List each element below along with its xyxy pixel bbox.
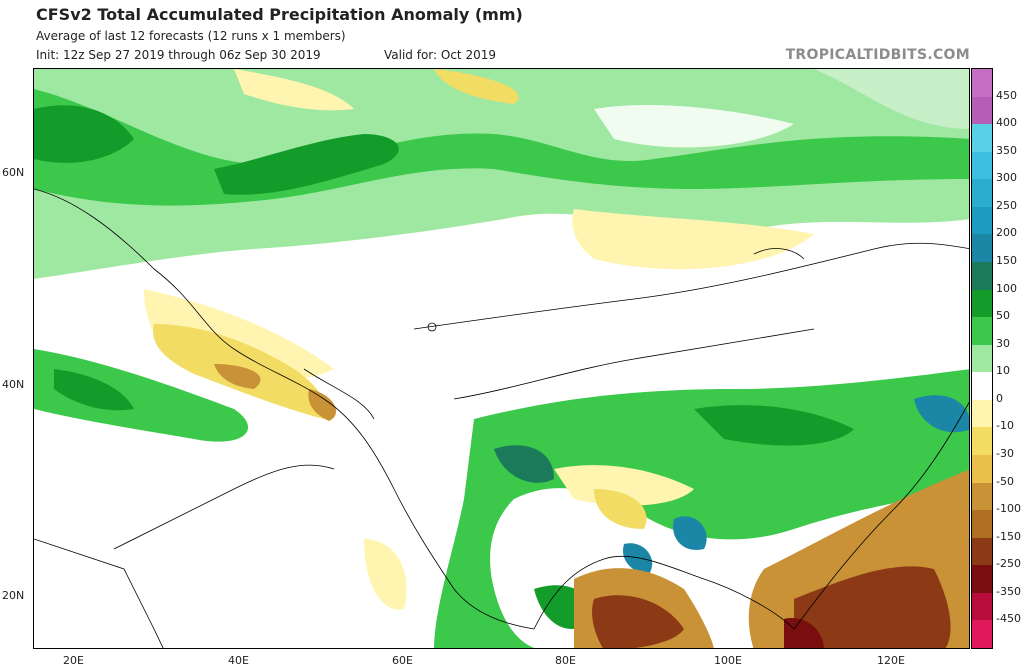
lon-label-120e: 120E [877,654,905,667]
colorbar-label: -50 [996,474,1014,488]
lon-label-40e: 40E [228,654,249,667]
precipitation-anomaly-map [33,68,970,649]
lon-label-100e: 100E [714,654,742,667]
init-time: Init: 12z Sep 27 2019 through 06z Sep 30… [36,48,321,62]
colorbar-segment [972,399,992,428]
colorbar-label: 10 [996,364,1010,378]
colorbar-label: 30 [996,336,1010,350]
colorbar-label: -100 [996,502,1021,516]
colorbar-label: 450 [996,88,1017,102]
colorbar-segment [972,124,992,153]
valid-period: Valid for: Oct 2019 [384,48,496,62]
colorbar-label: 50 [996,309,1010,323]
colorbar-label: -350 [996,584,1021,598]
colorbar-segment [972,317,992,346]
colorbar-label: 300 [996,171,1017,185]
lat-label-60n: 60N [2,166,25,179]
colorbar-segment [972,565,992,594]
map-canvas [34,69,969,648]
lat-label-40n: 40N [2,378,25,391]
lat-label-20n: 20N [2,589,25,602]
lon-label-20e: 20E [63,654,84,667]
colorbar-segment [972,151,992,180]
colorbar-label: 100 [996,281,1017,295]
colorbar-segment [972,96,992,125]
chart-subtitle: Average of last 12 forecasts (12 runs x … [36,29,346,43]
colorbar-label: -150 [996,529,1021,543]
colorbar-segment [972,372,992,401]
colorbar-segment [972,344,992,373]
colorbar [971,68,993,649]
lon-label-80e: 80E [555,654,576,667]
colorbar-segment [972,234,992,263]
chart-title: CFSv2 Total Accumulated Precipitation An… [36,5,523,24]
colorbar-label: 400 [996,116,1017,130]
colorbar-segment [972,510,992,539]
header: CFSv2 Total Accumulated Precipitation An… [0,0,1024,68]
colorbar-label: 150 [996,254,1017,267]
colorbar-label: 0 [996,391,1003,405]
colorbar-segment [972,620,992,649]
colorbar-segment [972,179,992,208]
colorbar-label: -250 [996,557,1021,571]
colorbar-label: -450 [996,612,1021,626]
brand-watermark: TROPICALTIDBITS.COM [785,47,970,63]
colorbar-segment [972,537,992,566]
colorbar-label: -10 [996,419,1014,433]
lon-label-60e: 60E [392,654,413,667]
colorbar-label: 200 [996,226,1017,240]
colorbar-segment [972,69,992,98]
colorbar-segment [972,262,992,291]
colorbar-segment [972,206,992,235]
colorbar-label: -30 [996,447,1014,460]
colorbar-segment [972,455,992,484]
colorbar-label: 350 [996,143,1017,157]
colorbar-label: 250 [996,198,1017,212]
colorbar-segment [972,482,992,511]
colorbar-segment [972,289,992,318]
colorbar-segment [972,427,992,456]
colorbar-segment [972,592,992,621]
